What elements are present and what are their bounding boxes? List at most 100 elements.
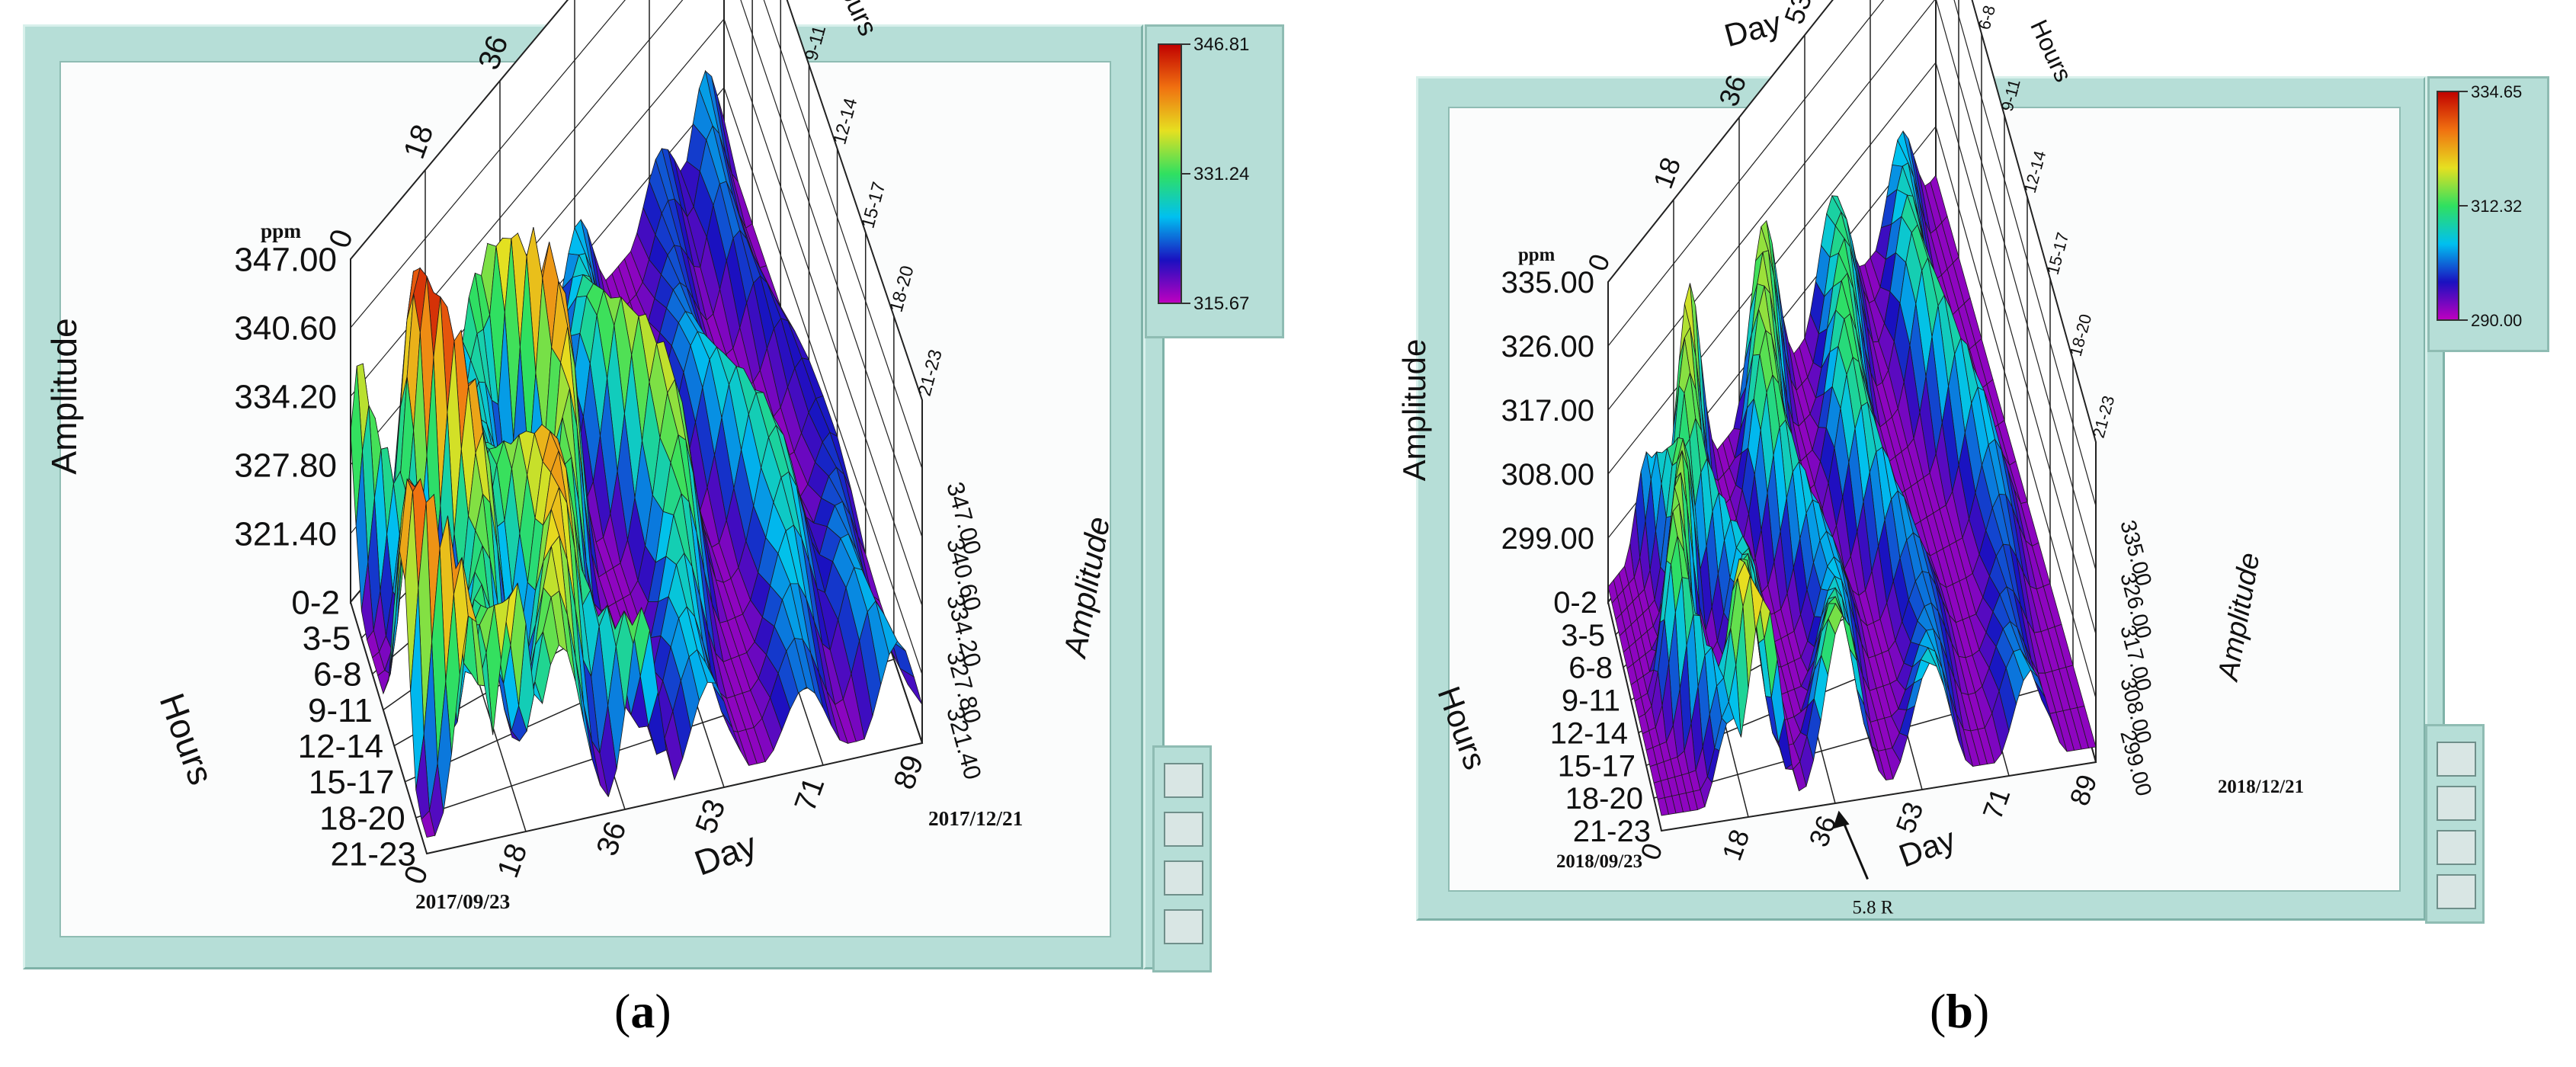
graph-tools-palette — [1152, 745, 1212, 972]
day-tick-label: 36 — [590, 817, 633, 860]
day-tick-label-top: 36 — [1713, 71, 1752, 111]
day-tick-label: 71 — [1976, 784, 2016, 824]
hour-tick-label: 15-17 — [309, 764, 395, 801]
hour-tick-label: 0-2 — [291, 584, 340, 621]
reset-view-button[interactable] — [1164, 909, 1203, 944]
day-tick-label: 0 — [398, 861, 435, 889]
day-axis-title-top: Day — [480, 0, 551, 5]
wall-grid-line — [1607, 0, 2097, 507]
colorbar-label: 312.32 — [2471, 197, 2522, 216]
graph-tools-palette — [2425, 724, 2485, 924]
surface-facet — [421, 810, 436, 838]
annotation-label: 5.8 R — [1853, 898, 1894, 918]
hour-tick-label: 6-8 — [1568, 652, 1613, 685]
hour-tick-label-top: 9-11 — [801, 24, 830, 63]
unit-label: ppm — [261, 219, 301, 242]
day-axis-title-top: Day — [1721, 5, 1785, 54]
wall-grid-line — [1607, 61, 2097, 635]
z-tick-label: 334.20 — [234, 378, 337, 415]
z-tick-label: 321.40 — [234, 515, 337, 553]
hour-tick-label-top: 18-20 — [886, 264, 918, 315]
caption-open: ( — [1930, 984, 1946, 1038]
surface-plot-b: 335.00 326.00 317.00 308.00 299.00 ppm Amplitu… — [1396, 0, 2522, 918]
floor-grid-line — [1607, 601, 1662, 831]
day-tick-label: 89 — [2063, 771, 2103, 810]
colorbar-label: 331.24 — [1193, 164, 1249, 184]
panel-b: 335.00 326.00 317.00 308.00 299.00 ppm Amplitu… — [1288, 0, 2576, 1067]
hour-axis-title: Hours — [152, 688, 222, 790]
day-tick-label-top: 53 — [1778, 0, 1818, 28]
caption-letter: a — [630, 984, 655, 1038]
wall-grid-line — [350, 0, 923, 401]
hour-tick-label: 18-20 — [319, 799, 405, 837]
z-axis-title-right: Amplitude — [2212, 550, 2266, 684]
hour-tick-label: 9-11 — [308, 692, 373, 729]
z-tick-label: 335.00 — [1501, 266, 1594, 300]
surface-facet — [1657, 797, 1669, 816]
z-tick-label: 299.00 — [1501, 522, 1594, 556]
panel-a: 347.00 340.60 334.20 327.80 321.40 ppm Amplitu… — [23, 0, 1284, 1038]
pan-tool-button[interactable] — [2437, 830, 2476, 865]
day-tick-label: 18 — [1716, 825, 1755, 865]
colorbar-label: 346.81 — [1193, 34, 1249, 55]
hour-tick-label-top: 6-8 — [1975, 3, 1999, 31]
hour-tick-label: 12-14 — [1550, 716, 1628, 750]
hour-tick-label: 9-11 — [1562, 684, 1620, 718]
day-tick-label: 71 — [788, 773, 831, 815]
day-tick-label-top: 36 — [472, 31, 514, 74]
hour-tick-label-top: 12-14 — [2020, 149, 2050, 195]
surface-plot-a: 347.00 340.60 334.20 327.80 321.40 ppm Amplitu… — [44, 0, 1249, 913]
colorbar-label: 315.67 — [1193, 293, 1249, 314]
colorbar-label: 334.65 — [2471, 82, 2522, 101]
z-tick-label: 327.80 — [234, 447, 337, 484]
hour-tick-label-top: 15-17 — [2043, 230, 2073, 277]
hour-tick-label: 12-14 — [298, 728, 384, 765]
day-tick-label-top: 18 — [1647, 153, 1687, 193]
hour-tick-label: 21-23 — [330, 835, 416, 873]
hour-tick-label: 21-23 — [1573, 815, 1651, 848]
colorbar — [1158, 43, 1182, 304]
rotate-tool-button[interactable] — [2437, 786, 2476, 821]
hour-tick-label-top: 9-11 — [1998, 77, 2024, 113]
start-date-label: 2017/09/23 — [415, 890, 510, 913]
floor-grid-line — [426, 742, 923, 854]
z-tick-label: 340.60 — [234, 309, 337, 347]
wall-grid-line — [350, 0, 923, 538]
hour-tick-label: 6-8 — [313, 656, 362, 694]
hour-tick-label: 18-20 — [1565, 782, 1643, 815]
hour-tick-label: 3-5 — [303, 620, 351, 658]
hour-tick-label: 15-17 — [1558, 749, 1636, 783]
hour-tick-label-top: 12-14 — [829, 96, 861, 147]
caption-close: ) — [1972, 984, 1990, 1038]
z-axis-title: Amplitude — [44, 318, 84, 474]
z-tick-label: 308.00 — [1501, 458, 1594, 492]
day-axis-title: Day — [690, 825, 762, 883]
hour-tick-label-top: 21-23 — [915, 348, 947, 399]
day-tick-label: 89 — [887, 751, 930, 793]
hour-tick-label-top: 21-23 — [2089, 393, 2119, 440]
panel-caption: (b) — [1930, 983, 1989, 1040]
colorbar — [2437, 91, 2459, 321]
caption-letter: b — [1946, 984, 1973, 1038]
caption-close: ) — [655, 984, 671, 1038]
hour-tick-label-top: 18-20 — [2066, 312, 2096, 358]
colorbar-label: 290.00 — [2471, 311, 2522, 330]
floor-grid-line — [350, 601, 428, 854]
hour-axis-title: Hours — [1431, 681, 1493, 774]
unit-label: ppm — [1518, 245, 1556, 265]
annotation-arrowhead — [1832, 810, 1850, 829]
start-date-label: 2018/09/23 — [1556, 851, 1642, 872]
wall-grid-line — [1607, 125, 2097, 699]
rotate-tool-button[interactable] — [1164, 812, 1203, 847]
z-tick-label: 317.00 — [1501, 394, 1594, 428]
wall-grid-line — [1607, 0, 2097, 443]
z-tick-label: 326.00 — [1501, 330, 1594, 364]
reset-view-button[interactable] — [2437, 874, 2476, 909]
zoom-tool-button[interactable] — [2437, 742, 2476, 777]
pan-tool-button[interactable] — [1164, 860, 1203, 896]
hour-axis-title-top: Hours — [826, 0, 883, 40]
end-date-label: 2018/12/21 — [2218, 777, 2304, 797]
end-date-label: 2017/12/21 — [928, 807, 1023, 830]
day-tick-label: 53 — [689, 795, 732, 838]
zoom-tool-button[interactable] — [1164, 763, 1203, 798]
